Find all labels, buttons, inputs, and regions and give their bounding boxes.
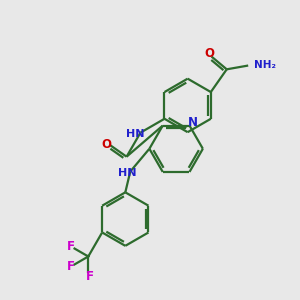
Text: F: F [67,260,75,273]
Text: NH₂: NH₂ [254,59,276,70]
Text: HN: HN [118,167,136,178]
Text: N: N [188,116,197,129]
Text: O: O [101,138,111,151]
Text: F: F [86,270,94,283]
Text: HN: HN [126,129,145,139]
Text: O: O [205,47,214,60]
Text: F: F [67,240,75,253]
